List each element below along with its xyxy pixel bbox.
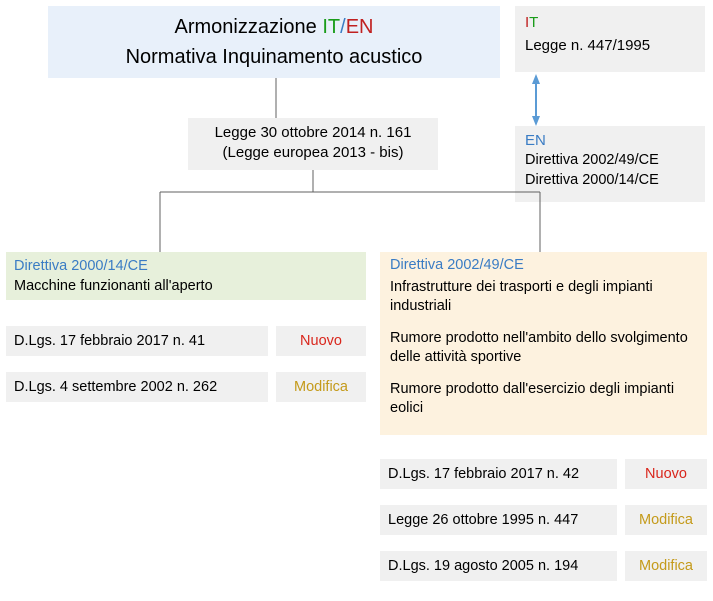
- it-body: Legge n. 447/1995: [525, 35, 695, 58]
- law-line2: (Legge europea 2013 - bis): [194, 143, 432, 163]
- directive-2-header: Direttiva 2002/49/CE: [390, 256, 697, 276]
- directive-1-row-text: D.Lgs. 4 settembre 2002 n. 262: [6, 372, 268, 402]
- it-header: IT: [525, 12, 695, 35]
- title-en: EN: [346, 16, 374, 38]
- directive-2-row-text: D.Lgs. 19 agosto 2005 n. 194: [380, 551, 617, 581]
- directive-2-p3: Rumore prodotto dall'esercizio degli imp…: [390, 380, 697, 419]
- law-box: Legge 30 ottobre 2014 n. 161 (Legge euro…: [188, 118, 438, 170]
- directive-1-row-text: D.Lgs. 17 febbraio 2017 n. 41: [6, 326, 268, 356]
- title-it: IT: [322, 16, 340, 38]
- directive-2-row-text: Legge 26 ottobre 1995 n. 447: [380, 505, 617, 535]
- title-box: Armonizzazione IT/EN Normativa Inquiname…: [48, 6, 500, 78]
- directive-1-row-tag: Modifica: [276, 372, 366, 402]
- directive-2-row-tag: Modifica: [625, 505, 707, 535]
- law-line1: Legge 30 ottobre 2014 n. 161: [194, 123, 432, 143]
- it-header-t: T: [529, 14, 538, 31]
- directive-2-row-tag: Nuovo: [625, 459, 707, 489]
- directive-2-row-tag: Modifica: [625, 551, 707, 581]
- en-line2: Direttiva 2000/14/CE: [525, 171, 695, 191]
- directive-1-row-tag: Nuovo: [276, 326, 366, 356]
- title-pre: Armonizzazione: [175, 16, 323, 38]
- directive-2-row-text: D.Lgs. 17 febbraio 2017 n. 42: [380, 459, 617, 489]
- directive-2-box: Direttiva 2002/49/CE Infrastrutture dei …: [380, 252, 707, 435]
- en-header: EN: [525, 131, 695, 151]
- en-box: EN Direttiva 2002/49/CE Direttiva 2000/1…: [515, 126, 705, 202]
- directive-1-body: Macchine funzionanti all'aperto: [14, 276, 358, 296]
- directive-1-header: Direttiva 2000/14/CE: [14, 256, 358, 276]
- title-line1: Armonizzazione IT/EN: [52, 12, 496, 42]
- directive-1-box: Direttiva 2000/14/CE Macchine funzionant…: [6, 252, 366, 300]
- directive-2-p2: Rumore prodotto nell'ambito dello svolgi…: [390, 329, 697, 368]
- title-line2: Normativa Inquinamento acustico: [52, 42, 496, 72]
- en-line1: Direttiva 2002/49/CE: [525, 151, 695, 171]
- directive-2-p1: Infrastrutture dei trasporti e degli imp…: [390, 278, 697, 317]
- it-box: IT Legge n. 447/1995: [515, 6, 705, 72]
